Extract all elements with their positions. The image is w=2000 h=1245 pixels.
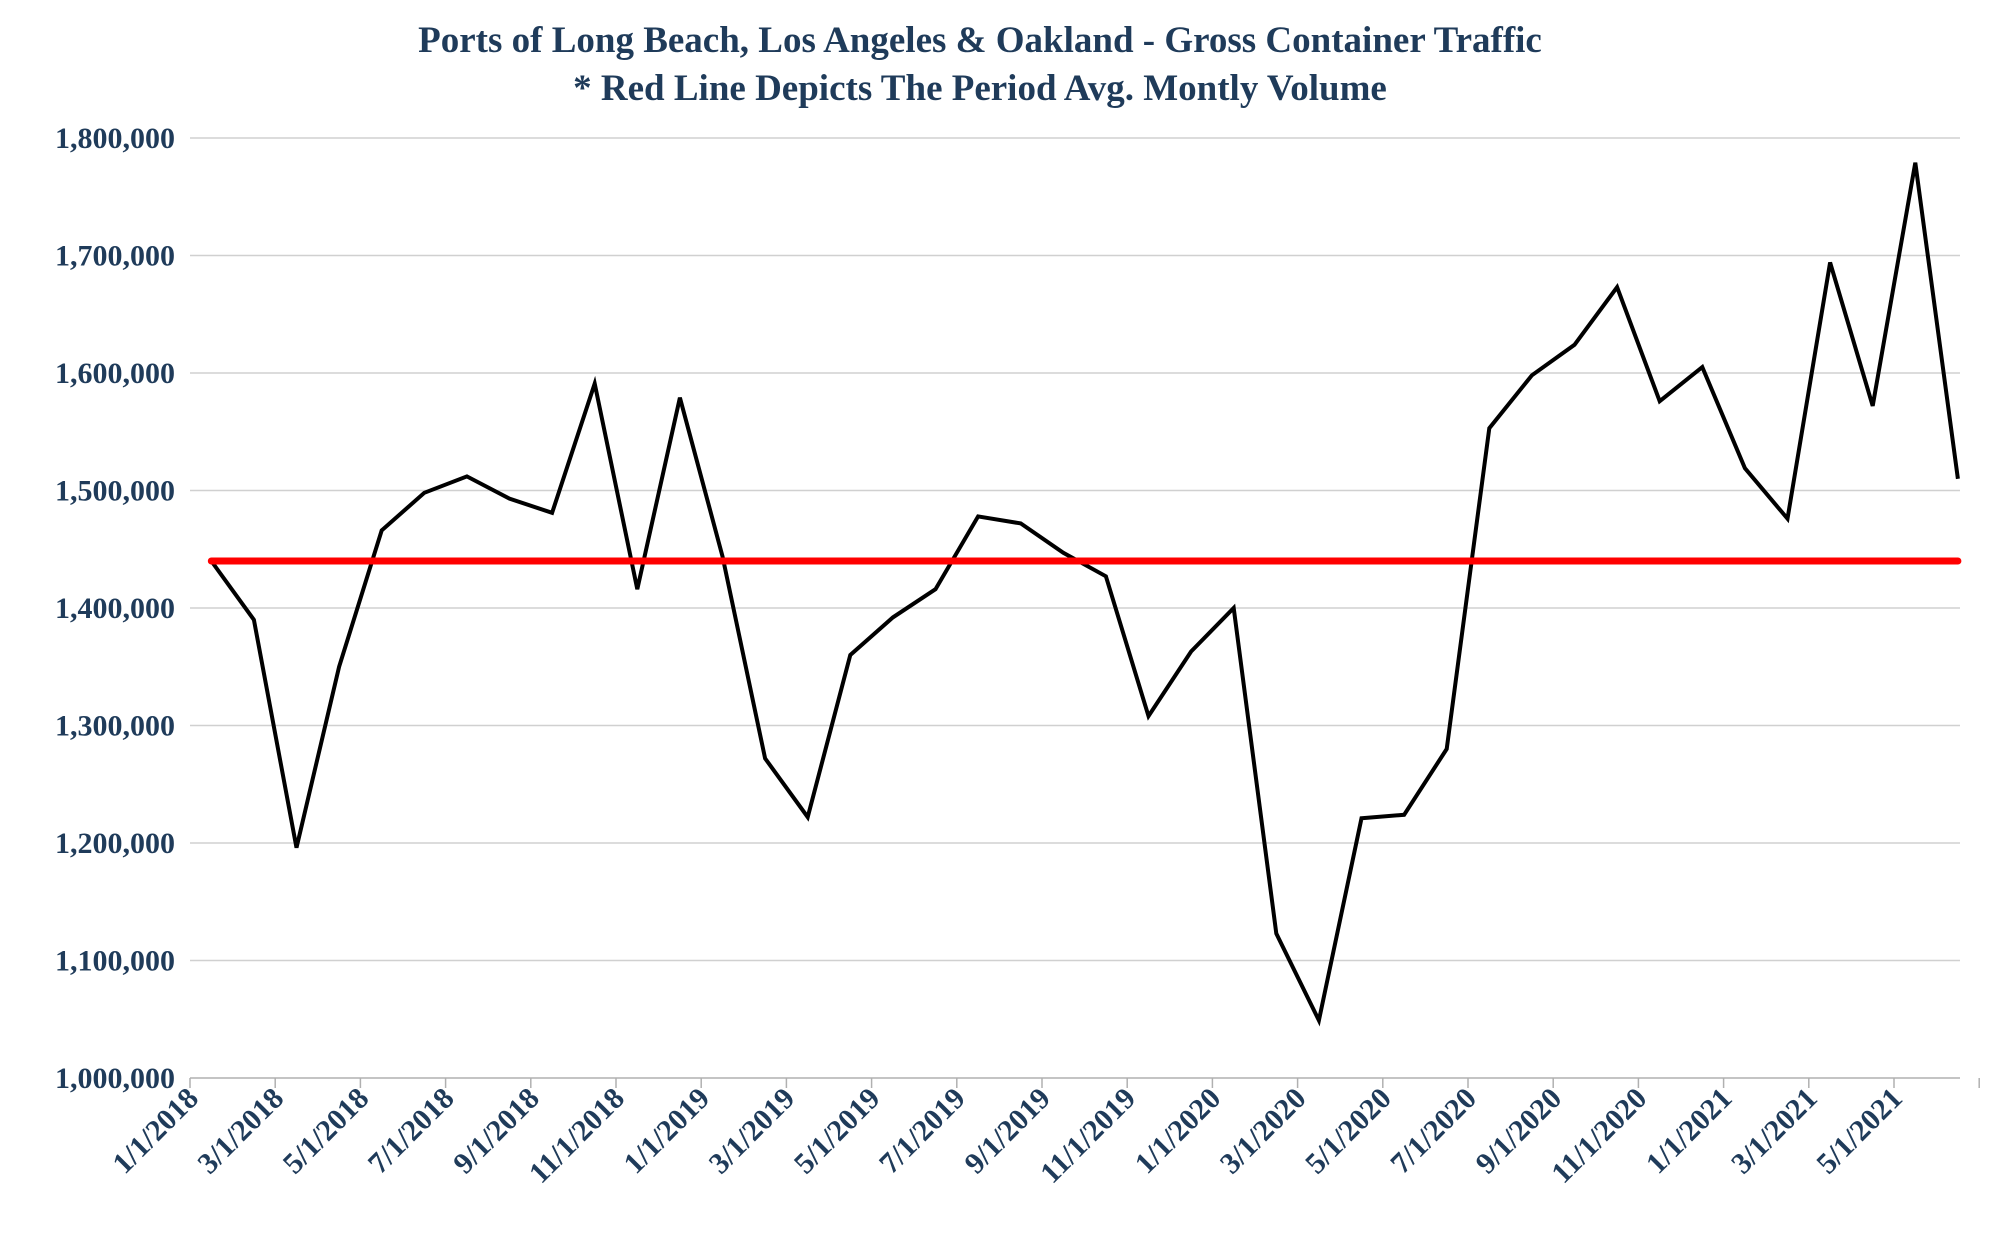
x-tick-label: 1/1/2021 [1640,1082,1739,1181]
y-axis: 1,000,000 1,100,000 1,200,000 1,300,000 1,40… [55,122,175,1095]
x-tick-label: 5/1/2021 [1810,1082,1909,1181]
x-axis: 1/1/20183/1/20185/1/20187/1/20189/1/2018… [106,1077,1980,1190]
x-tick-label: 11/1/2019 [1034,1082,1142,1190]
x-tick-label: 11/1/2020 [1545,1082,1653,1190]
y-tick-label: 1,800,000 [55,122,175,155]
y-tick-label: 1,600,000 [55,357,175,390]
series-layer [207,162,1962,1027]
chart-subtitle: * Red Line Depicts The Period Avg. Montl… [573,68,1387,109]
x-tick-label: 1/1/2018 [106,1082,205,1181]
x-tick-label: 7/1/2020 [1384,1082,1483,1181]
x-tick-label: 11/1/2018 [523,1082,631,1190]
x-tick-label: 3/1/2018 [191,1082,290,1181]
y-tick-label: 1,300,000 [55,710,175,743]
y-tick-label: 1,400,000 [55,592,175,625]
x-tick-label: 7/1/2019 [873,1082,972,1181]
x-tick-label: 1/1/2020 [1129,1082,1228,1181]
y-tick-label: 1,000,000 [55,1062,175,1095]
container-traffic-line [209,162,1960,1027]
x-tick-label: 3/1/2020 [1214,1082,1313,1181]
y-tick-label: 1,100,000 [55,945,175,978]
x-tick-label: 5/1/2019 [788,1082,887,1181]
x-tick-label: 5/1/2018 [277,1082,376,1181]
x-tick-label: 7/1/2018 [362,1082,461,1181]
x-tick-label: 3/1/2021 [1725,1082,1824,1181]
x-tick-label: 5/1/2020 [1299,1082,1398,1181]
x-tick-label: 1/1/2019 [617,1082,716,1181]
chart-title: Ports of Long Beach, Los Angeles & Oakla… [418,20,1542,61]
gridlines [190,137,1960,962]
y-tick-label: 1,700,000 [55,240,175,273]
y-tick-label: 1,500,000 [55,475,175,508]
y-tick-label: 1,200,000 [55,827,175,860]
x-tick-label: 3/1/2019 [703,1082,802,1181]
